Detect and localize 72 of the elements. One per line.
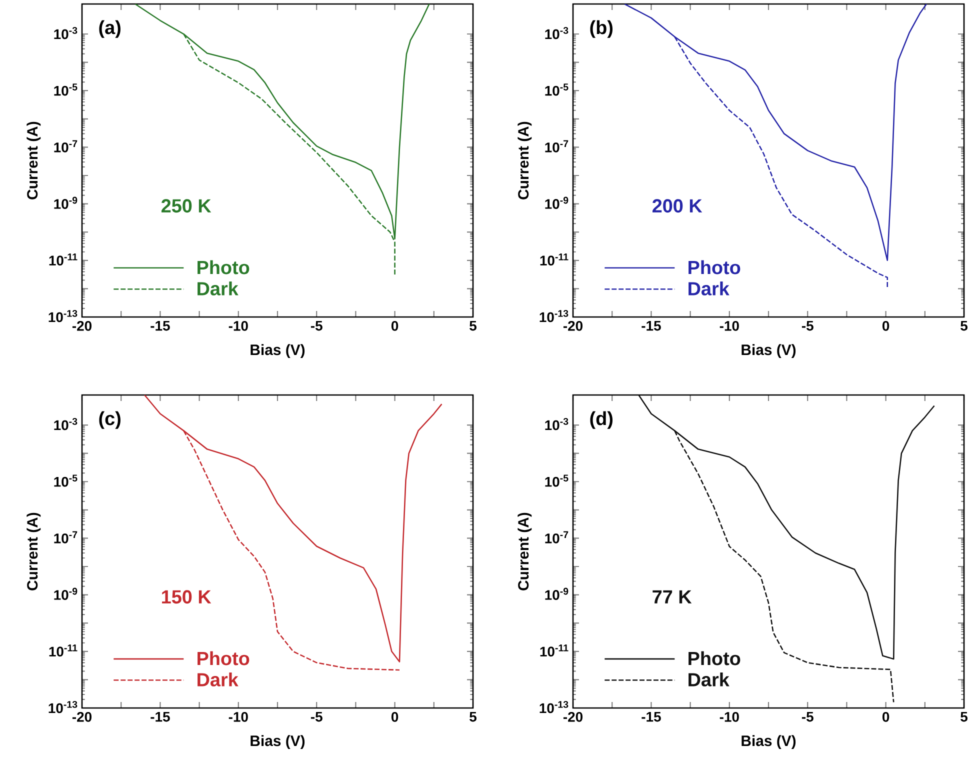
x-tick-label: -15 xyxy=(150,712,170,722)
y-tick-label: 10$^{-13}$ xyxy=(540,700,568,714)
annotation: 77 K xyxy=(652,590,692,604)
annotation: 250 K xyxy=(162,199,212,213)
legend-label: Dark xyxy=(198,672,238,686)
x-tick-label: 5 xyxy=(960,320,968,331)
x-tick-label: -20 xyxy=(72,712,92,722)
x-tick-label: -5 xyxy=(310,320,322,331)
y-tick-label: 10$^{-5}$ xyxy=(54,84,78,96)
x-tick-label: -10 xyxy=(228,320,248,331)
annotation: (b) xyxy=(590,20,613,38)
legend-label: Photo xyxy=(198,651,250,666)
y-axis-title: Current (A) xyxy=(518,512,532,590)
x-axis-title: Bias (V) xyxy=(250,344,305,358)
y-tick-label: 10$^{-7}$ xyxy=(545,140,568,152)
y-tick-label: 10$^{-5}$ xyxy=(545,84,568,96)
x-tick-label: -5 xyxy=(802,712,814,722)
x-tick-label: -15 xyxy=(150,320,170,331)
x-axis-title: Bias (V) xyxy=(250,735,305,750)
y-tick-label: 10$^{-13}$ xyxy=(540,310,568,322)
x-tick-label: -20 xyxy=(72,320,92,331)
x-tick-label: 0 xyxy=(882,712,890,722)
annotation: (d) xyxy=(590,411,613,429)
x-tick-label: -10 xyxy=(720,320,739,331)
legend-label: Photo xyxy=(198,260,250,274)
x-tick-label: -10 xyxy=(228,712,248,722)
y-tick-label: 10$^{-9}$ xyxy=(545,588,568,600)
x-tick-label: 0 xyxy=(882,320,890,331)
y-tick-label: 10$^{-11}$ xyxy=(540,644,568,657)
legend-label: Dark xyxy=(198,282,238,296)
annotation: 150 K xyxy=(162,590,212,604)
y-tick-label: 10$^{-11}$ xyxy=(49,644,78,657)
x-tick-label: -15 xyxy=(642,320,661,331)
y-axis-title: Current (A) xyxy=(26,122,41,200)
y-tick-label: 10$^{-7}$ xyxy=(545,531,568,544)
x-tick-label: -20 xyxy=(563,320,583,331)
x-tick-label: -15 xyxy=(642,712,661,722)
legend-label: Dark xyxy=(688,282,730,296)
y-tick-label: 10$^{-3}$ xyxy=(545,418,568,430)
annotation: (c) xyxy=(99,411,120,429)
legend-label: Photo xyxy=(688,651,740,666)
x-tick-label: 5 xyxy=(960,712,968,722)
x-tick-label: -20 xyxy=(563,712,583,722)
x-tick-label: -10 xyxy=(720,712,739,722)
x-tick-label: 5 xyxy=(470,712,476,722)
annotation: (a) xyxy=(99,20,120,38)
y-axis-title: Current (A) xyxy=(26,512,41,590)
x-tick-label: 0 xyxy=(391,320,398,331)
x-axis-title: Bias (V) xyxy=(742,344,796,358)
x-tick-label: 5 xyxy=(470,320,476,331)
y-tick-label: 10$^{-3}$ xyxy=(54,26,78,40)
y-tick-label: 10$^{-9}$ xyxy=(545,196,568,209)
x-tick-label: 0 xyxy=(391,712,398,722)
y-tick-label: 10$^{-7}$ xyxy=(54,140,78,152)
y-tick-label: 10$^{-3}$ xyxy=(545,26,568,40)
y-tick-label: 10$^{-9}$ xyxy=(54,196,78,209)
y-tick-label: 10$^{-9}$ xyxy=(54,588,78,600)
y-tick-label: 10$^{-13}$ xyxy=(48,700,78,714)
legend-label: Photo xyxy=(688,260,740,274)
y-axis-title: Current (A) xyxy=(518,122,532,200)
y-tick-label: 10$^{-5}$ xyxy=(545,474,568,487)
x-axis-title: Bias (V) xyxy=(742,735,796,750)
x-tick-label: -5 xyxy=(310,712,322,722)
y-tick-label: 10$^{-7}$ xyxy=(54,531,78,544)
y-tick-label: 10$^{-13}$ xyxy=(48,310,78,322)
legend-label: Dark xyxy=(688,672,730,686)
y-tick-label: 10$^{-11}$ xyxy=(49,253,78,266)
y-tick-label: 10$^{-11}$ xyxy=(540,253,568,266)
x-tick-label: -5 xyxy=(802,320,814,331)
y-tick-label: 10$^{-3}$ xyxy=(54,418,78,430)
annotation: 200 K xyxy=(652,199,702,213)
y-tick-label: 10$^{-5}$ xyxy=(54,474,78,487)
